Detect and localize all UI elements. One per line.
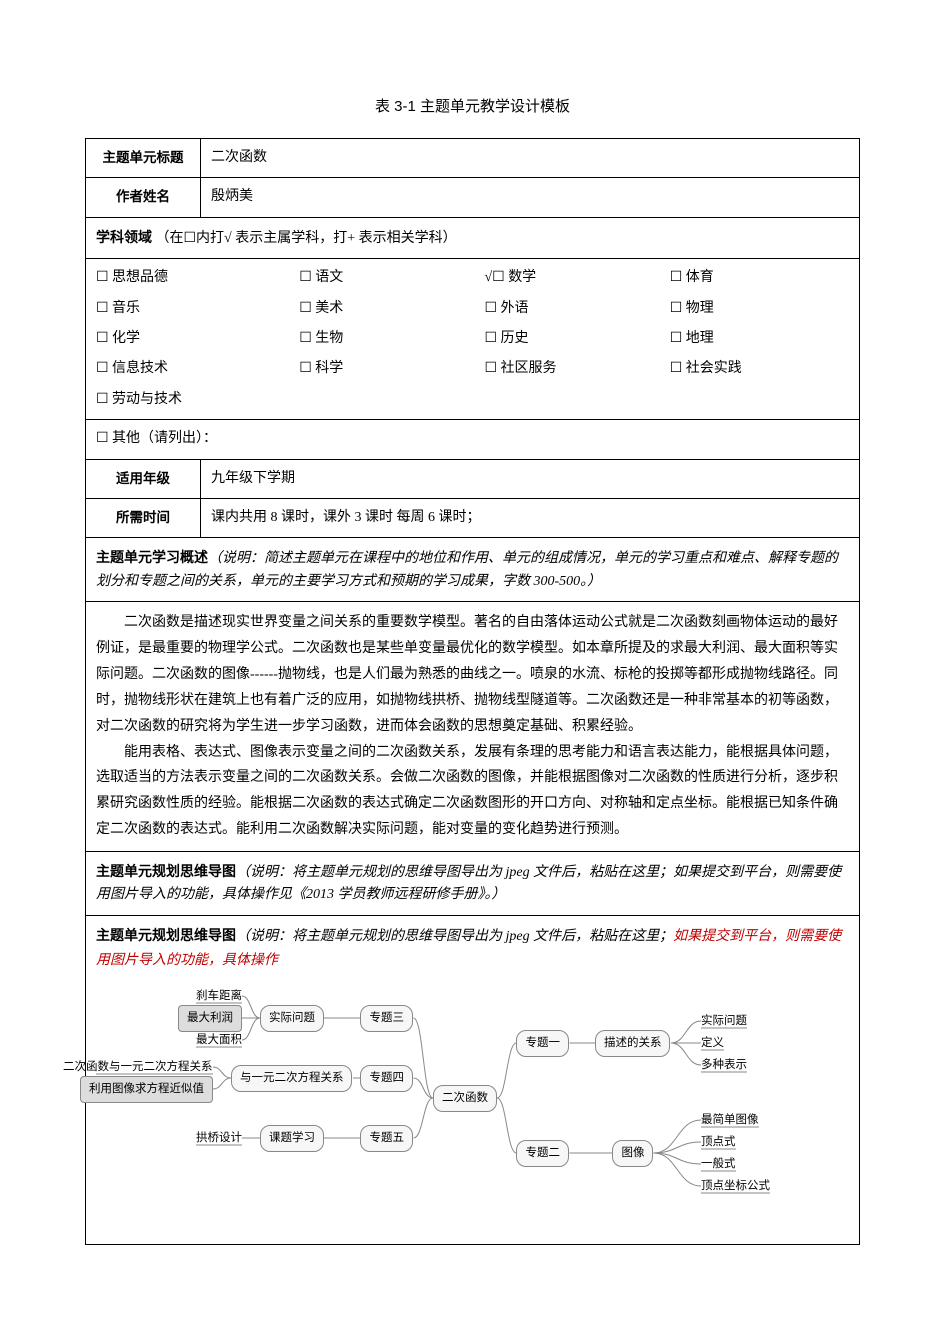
- grade-value: 九年级下学期: [201, 459, 860, 498]
- mindmap-cell: 主题单元规划思维导图（说明：将主题单元规划的思维导图导出为 jpeg 文件后，粘…: [86, 915, 860, 1245]
- subject-checkbox: ☐ 社会实践: [670, 358, 849, 380]
- mindmap-diagram: 二次函数 专题一描述的关系 实际问题定义多种表示专题二 图像 最简单图像顶点式一般式顶点…: [96, 990, 849, 1230]
- page-title: 表 3-1 主题单元教学设计模板: [85, 95, 860, 116]
- subject-checkbox: ☐ 思想品德: [96, 267, 293, 289]
- overview-header: 主题单元学习概述（说明：简述主题单元在课程中的地位和作用、单元的组成情况，单元的…: [86, 538, 860, 602]
- mindmap-node: 与一元二次方程关系: [231, 1065, 353, 1091]
- overview-head: 主题单元学习概述: [96, 549, 208, 565]
- mindmap-node: 专题五: [360, 1125, 413, 1151]
- mindmap-leaf: 定义: [701, 1034, 724, 1052]
- subject-checkbox: ☐ 历史: [484, 328, 663, 350]
- mindmap-leaf: 顶点式: [701, 1133, 736, 1151]
- subject-checkbox: ☐ 体育: [670, 267, 849, 289]
- overview-p2: 能用表格、表达式、图像表示变量之间的二次函数关系，发展有条理的思考能力和语言表达…: [96, 740, 849, 844]
- mindmap-node: 专题三: [360, 1005, 413, 1031]
- design-table: 主题单元标题 二次函数 作者姓名 殷炳美 学科领域 （在☐内打√ 表示主属学科，…: [85, 138, 860, 1245]
- mindmap-head-1: 主题单元规划思维导图: [96, 863, 236, 879]
- mindmap-node: 图像: [612, 1140, 653, 1166]
- mindmap-leaf: 刹车距离: [196, 987, 242, 1005]
- mindmap-leaf: 最大面积: [196, 1031, 242, 1049]
- time-label: 所需时间: [86, 498, 201, 537]
- mindmap-note-2a: （说明：将主题单元规划的思维导图导出为 jpeg 文件后，粘贴在这里；: [236, 929, 673, 944]
- mindmap-leaf: 最大利润: [178, 1005, 242, 1031]
- subject-checkbox: ☐ 化学: [96, 328, 293, 350]
- mindmap-leaf: 实际问题: [701, 1012, 747, 1030]
- subject-checkbox: ☐ 外语: [484, 298, 663, 320]
- subject-area-header: 学科领域 （在☐内打√ 表示主属学科，打+ 表示相关学科）: [86, 217, 860, 258]
- mindmap-node: 实际问题: [260, 1005, 324, 1031]
- mindmap-leaf: 最简单图像: [701, 1111, 759, 1129]
- author-label: 作者姓名: [86, 178, 201, 217]
- author-value: 殷炳美: [201, 178, 860, 217]
- subject-checkbox: ☐ 美术: [299, 298, 478, 320]
- mindmap-leaf: 二次函数与一元二次方程关系: [63, 1058, 213, 1076]
- subject-checkbox: ☐ 地理: [670, 328, 849, 350]
- overview-note: （说明：简述主题单元在课程中的地位和作用、单元的组成情况，单元的学习重点和难点、…: [96, 551, 838, 588]
- mindmap-node: 专题一: [516, 1030, 569, 1056]
- mindmap-leaf: 拱桥设计: [196, 1129, 242, 1147]
- mindmap-leaf: 利用图像求方程近似值: [80, 1076, 213, 1102]
- subject-checkbox: ☐ 劳动与技术: [96, 389, 293, 411]
- mindmap-leaf: 一般式: [701, 1155, 736, 1173]
- other-subject-row: ☐ 其他（请列出）：: [86, 420, 860, 459]
- grade-label: 适用年级: [86, 459, 201, 498]
- unit-title-label: 主题单元标题: [86, 139, 201, 178]
- subjects-cell: ☐ 思想品德 ☐ 语文 √☐ 数学 ☐ 体育 ☐ 音乐 ☐ 美术 ☐ 外语 ☐ 物理 ☐ 化学 ☐…: [86, 259, 860, 420]
- time-value: 课内共用 8 课时，课外 3 课时 每周 6 课时；: [201, 498, 860, 537]
- mindmap-head-2: 主题单元规划思维导图: [96, 927, 236, 943]
- subject-area-label: 学科领域: [96, 229, 152, 245]
- mindmap-node: 课题学习: [260, 1125, 324, 1151]
- subject-grid: ☐ 思想品德 ☐ 语文 √☐ 数学 ☐ 体育 ☐ 音乐 ☐ 美术 ☐ 外语 ☐ 物理 ☐ 化学 ☐…: [96, 267, 849, 411]
- subject-checkbox: ☐ 生物: [299, 328, 478, 350]
- subject-checkbox: ☐ 科学: [299, 358, 478, 380]
- mindmap-node: 专题四: [360, 1065, 413, 1091]
- subject-checkbox: ☐ 音乐: [96, 298, 293, 320]
- mindmap-node: 描述的关系: [595, 1030, 671, 1056]
- mindmap-leaf: 多种表示: [701, 1056, 747, 1074]
- mindmap-node: 二次函数: [433, 1085, 497, 1111]
- overview-body: 二次函数是描述现实世界变量之间关系的重要数学模型。著名的自由落体运动公式就是二次…: [86, 602, 860, 852]
- subject-checkbox: ☐ 信息技术: [96, 358, 293, 380]
- mindmap-node: 专题二: [516, 1140, 569, 1166]
- subject-checkbox: ☐ 语文: [299, 267, 478, 289]
- mindmap-header-2: 主题单元规划思维导图（说明：将主题单元规划的思维导图导出为 jpeg 文件后，粘…: [96, 924, 849, 973]
- subject-area-note: （在☐内打√ 表示主属学科，打+ 表示相关学科）: [156, 231, 457, 246]
- mindmap-leaf: 顶点坐标公式: [701, 1177, 770, 1195]
- subject-checkbox: √☐ 数学: [484, 267, 663, 289]
- subject-checkbox: ☐ 社区服务: [484, 358, 663, 380]
- mindmap-header-1: 主题单元规划思维导图（说明：将主题单元规划的思维导图导出为 jpeg 文件后，粘…: [86, 852, 860, 916]
- subject-checkbox: ☐ 物理: [670, 298, 849, 320]
- unit-title-value: 二次函数: [201, 139, 860, 178]
- overview-p1: 二次函数是描述现实世界变量之间关系的重要数学模型。著名的自由落体运动公式就是二次…: [96, 610, 849, 739]
